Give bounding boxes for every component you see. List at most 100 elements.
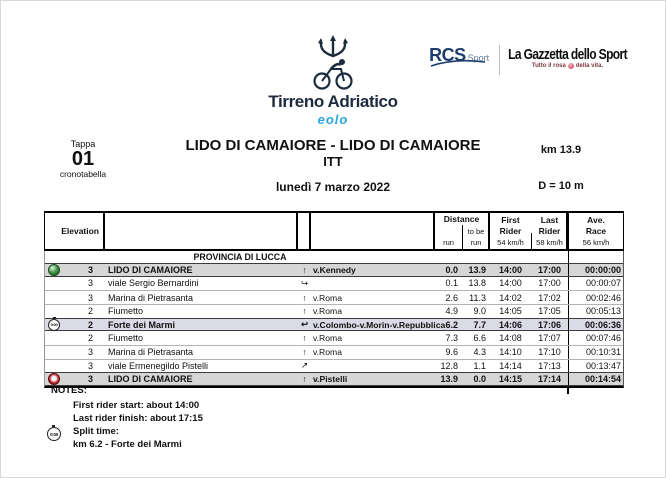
start-icon [48,264,60,276]
note-last-rider-finish: Last rider finish: about 17:15 [73,413,203,424]
row-run-cell: 13.9 [440,374,458,385]
row-street-cell: v.Kennedy [313,265,356,275]
row-last-cell: 17:14 [537,374,562,385]
col-header-elevation: Elevation [44,212,104,250]
split-time-icon: 0:00 [48,316,60,331]
gazzetta-tagline: Tutto il rosa della vita. [508,63,627,69]
race-name: Tirreno Adriatico [268,92,398,111]
row-last-cell: 17:05 [538,306,561,317]
row-last-cell: 17:00 [537,265,562,275]
row-ave-cell: 00:02:46 [568,291,625,304]
row-ave-cell: 00:00:07 [568,276,625,291]
row-icon-cell [45,264,63,276]
first-rider-label: Rider [499,226,522,236]
row-ave-cell: 00:13:47 [568,359,625,373]
row-arrow-cell: ↗ [300,360,309,371]
rcs-sport-logo: RCS Sport [429,45,501,75]
row-elev-cell: 3 [87,360,93,371]
row-last-cell: 17:10 [538,347,561,358]
section-row: PROVINCIA DI LUCCA [45,251,623,263]
row-street-cell: v.Colombo-v.Morin-v.Repubblica [313,319,446,330]
row-location-cell: Marina di Pietrasanta [108,292,194,303]
stage-type: ITT [323,154,343,169]
row-togo-cell: 13.8 [468,278,486,289]
gazzetta-name: La Gazzetta dello Sport [508,45,627,63]
row-arrow-cell: ↑ [302,306,307,317]
last-label: Last [540,215,559,225]
row-run-cell: 7.3 [445,333,458,344]
race-logo: Tirreno Adriatico eolo [1,35,665,127]
row-street-cell: v.Roma [313,306,342,317]
row-togo-cell: 7.7 [473,319,486,330]
row-first-cell: 14:00 [498,265,523,275]
gazzetta-logo: La Gazzetta dello Sport Tutto il rosa de… [508,45,628,69]
row-first-cell: 14:00 [499,278,522,289]
timetable: Elevation Distance to be run run First R… [44,211,624,394]
distance-subdivider [462,225,463,249]
row-run-cell: 6.2 [445,319,458,330]
note-split-time: Split time: [73,426,119,437]
row-run-cell: 2.6 [445,292,458,303]
row-run-cell: 4.9 [445,306,458,317]
rcs-sport-text: Sport [467,53,490,63]
row-elev-cell: 3 [87,292,93,303]
row-togo-cell: 9.0 [473,306,486,317]
row-first-cell: 14:14 [499,360,522,371]
row-togo-cell: 4.3 [473,347,486,358]
gazzetta-tagline-right: della vita. [575,63,604,69]
row-location-cell: LIDO DI CAMAIORE [108,374,193,385]
stage-distance: km 13.9 [540,144,582,156]
run-label: run [443,238,454,247]
stage-number-block: Tappa 01 cronotabella [51,139,115,179]
last-speed-label: 58 km/h [536,238,563,247]
timetable-row: 3 viale Ermenegildo Pistelli ↗ 12.8 1.1 14:14… [45,358,625,373]
row-togo-cell: 6.6 [473,333,486,344]
row-last-cell: 17:07 [538,333,561,344]
rcs-swoosh-icon [430,59,486,67]
col-header-distance: Distance to be run run [434,212,489,250]
row-elev-cell: 3 [87,265,93,275]
stage-title: LIDO DI CAMAIORE - LIDO DI CAMAIORE [185,137,481,154]
distance-label: Distance [443,214,480,224]
row-ave-cell: 00:14:54 [568,373,625,386]
row-ave-cell: 00:05:13 [568,304,625,318]
row-arrow-cell: ↩ [300,319,309,330]
col-header-street [310,212,434,250]
notes-block: NOTES: First rider start: about 14:00 La… [47,385,203,451]
row-location-cell: Fiumetto [108,333,144,344]
timetable-header: Elevation Distance to be run run First R… [44,211,624,251]
first-label: First [501,215,520,225]
row-elev-cell: 2 [87,306,93,317]
ave-label: Ave. [587,215,605,225]
row-ave-cell: 00:06:36 [568,318,625,331]
row-elev-cell: 2 [87,333,93,344]
notes-title: NOTES: [51,385,87,396]
row-togo-cell: 0.0 [473,374,486,385]
row-first-cell: 14:06 [498,319,523,330]
row-last-cell: 17:06 [537,319,562,330]
timetable-body: PROVINCIA DI LUCCA 3 LIDO DI CAMAIORE ↑ v.K… [44,251,624,388]
timetable-row: 3 Marina di Pietrasanta ↑ v.Roma 9.6 4.3 14:10… [45,344,623,359]
timetable-row: 3 LIDO DI CAMAIORE ↑ v.Kennedy 0.0 13.9 14:00 1… [45,263,623,277]
stage-elevation-gain: D = 10 m [538,180,584,192]
row-first-cell: 14:10 [499,347,522,358]
stopwatch-icon: 0:00 [47,425,61,441]
timetable-row: 0:00 2 Forte dei Marmi ↩ v.Colombo-v.Morin-v… [45,316,625,332]
row-street-cell: v.Roma [313,347,342,358]
stage-number: 01 [71,148,95,170]
row-arrow-cell: ↑ [302,292,307,303]
last-rider-label: Rider [538,226,561,236]
row-togo-cell: 1.1 [473,360,486,371]
row-arrow-cell: ↑ [302,333,307,344]
col-header-location [104,212,297,250]
to-be-label: to be [467,227,485,236]
row-first-cell: 14:02 [499,292,522,303]
ave-speed-label: 56 km/h [582,238,610,247]
timetable-row: 2 Fiumetto ↑ v.Roma 7.3 6.6 14:08 17:07 00:07:46 [45,331,623,345]
row-togo-cell: 11.3 [469,292,486,303]
row-togo-cell: 13.9 [468,265,486,275]
row-elev-cell: 3 [87,374,93,385]
col-header-direction [297,212,310,250]
row-arrow-cell: ↪ [300,277,309,288]
partner-logos: RCS Sport La Gazzetta dello Sport Tutto i… [429,45,628,75]
